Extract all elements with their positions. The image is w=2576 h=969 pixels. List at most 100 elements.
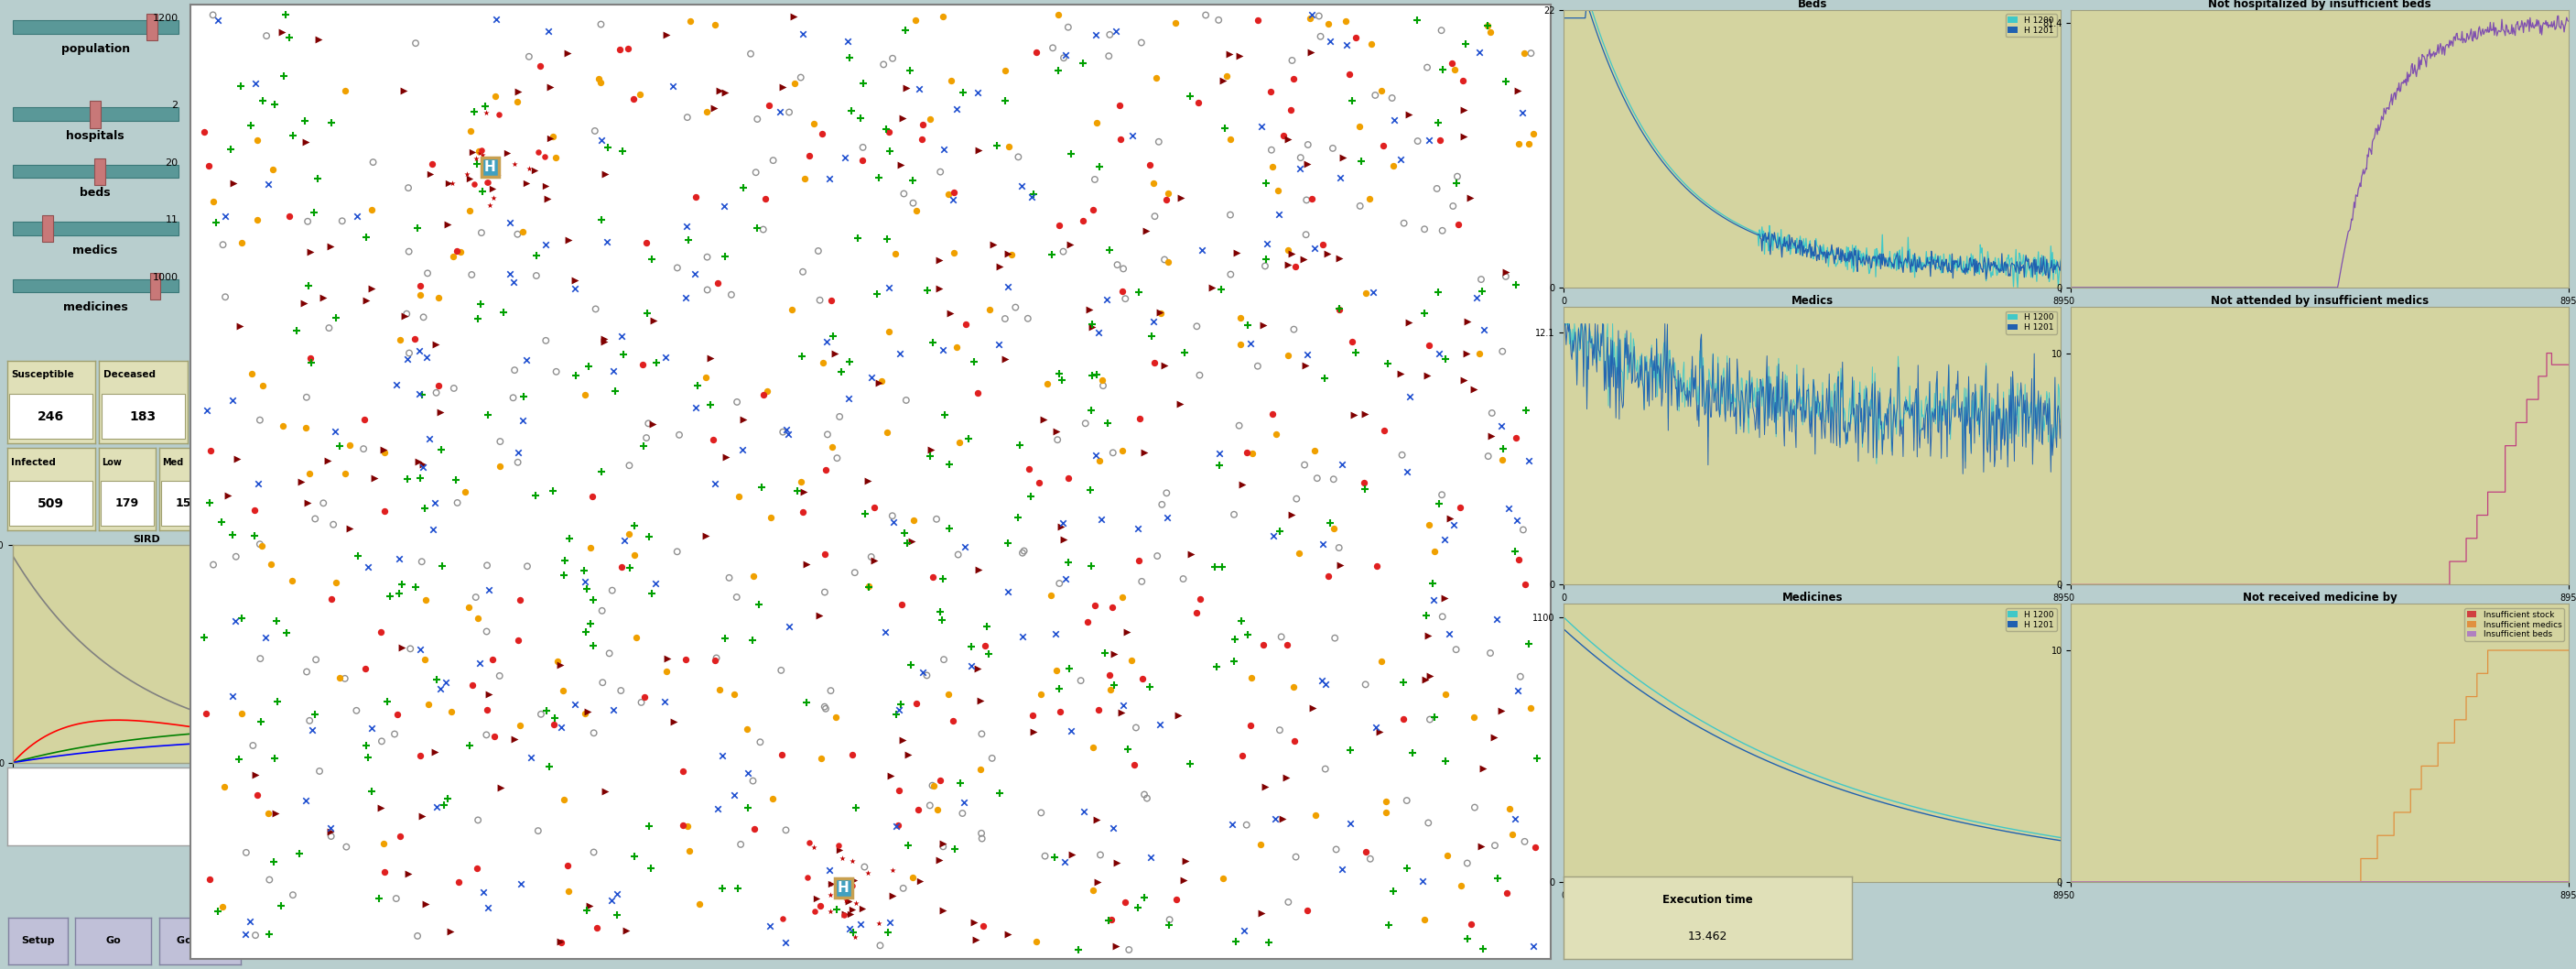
Point — [1414, 592, 1455, 608]
Point — [435, 243, 477, 259]
Point — [1123, 445, 1164, 460]
Point — [938, 547, 979, 562]
Point — [1103, 698, 1144, 713]
Point — [1159, 396, 1200, 412]
Point — [1077, 703, 1118, 718]
Point — [1108, 942, 1149, 957]
Point — [325, 839, 366, 855]
Point — [245, 28, 286, 44]
Text: H: H — [484, 160, 495, 174]
Point — [237, 212, 278, 228]
Point — [922, 141, 963, 157]
Point — [850, 370, 891, 386]
Point — [881, 157, 922, 172]
Point — [1502, 522, 1543, 538]
Point — [1419, 132, 1461, 147]
Point — [1079, 511, 1121, 526]
Point — [497, 83, 538, 99]
Point — [1007, 311, 1048, 327]
Point — [608, 457, 649, 473]
Point — [958, 661, 999, 676]
Point — [1461, 283, 1502, 298]
Point — [1257, 182, 1298, 198]
Point — [477, 11, 518, 26]
Point — [430, 923, 471, 939]
Point — [1340, 118, 1381, 134]
Point — [760, 747, 801, 763]
Point — [425, 674, 466, 690]
Point — [958, 762, 999, 777]
Point — [670, 14, 711, 29]
Title: Medicines: Medicines — [1783, 592, 1842, 604]
Point — [848, 578, 889, 594]
Point — [696, 650, 737, 666]
Point — [1360, 83, 1401, 99]
Point — [884, 525, 925, 541]
Point — [1368, 356, 1409, 371]
Point — [461, 297, 502, 312]
Point — [1113, 128, 1154, 143]
Point — [662, 818, 703, 833]
Title: SIRD: SIRD — [134, 535, 160, 544]
Point — [412, 521, 453, 537]
Point — [793, 839, 835, 855]
Point — [878, 702, 920, 717]
Point — [345, 661, 386, 676]
Point — [1074, 27, 1115, 43]
Point — [827, 33, 868, 48]
Point — [744, 191, 786, 206]
Point — [783, 171, 824, 186]
Point — [1486, 74, 1528, 89]
Point — [204, 237, 245, 253]
Point — [224, 926, 265, 942]
Point — [574, 725, 616, 740]
Point — [871, 862, 912, 878]
Point — [428, 216, 469, 232]
Point — [1381, 152, 1422, 168]
Point — [886, 80, 927, 96]
Point — [873, 246, 914, 262]
Point — [1260, 722, 1301, 737]
Point — [822, 364, 863, 380]
Point — [917, 802, 958, 818]
Point — [528, 23, 569, 39]
Point — [245, 629, 286, 644]
Point — [814, 346, 855, 361]
Point — [1244, 175, 1285, 191]
Point — [951, 658, 992, 673]
Point — [1458, 346, 1499, 361]
Point — [726, 799, 768, 815]
Point — [1437, 169, 1479, 184]
Point — [240, 714, 281, 730]
Point — [848, 473, 889, 488]
Point — [531, 484, 572, 499]
Point — [1391, 745, 1432, 761]
Point — [1108, 741, 1149, 757]
Point — [781, 348, 822, 363]
Point — [677, 378, 719, 393]
Point — [415, 337, 456, 353]
Point — [822, 851, 863, 866]
Point — [1131, 850, 1172, 865]
Point — [1365, 804, 1406, 820]
Point — [1146, 185, 1188, 201]
Point — [799, 243, 840, 259]
Point — [1224, 922, 1265, 938]
Point — [608, 526, 649, 542]
Point — [1414, 709, 1455, 725]
Point — [907, 668, 948, 683]
Point — [574, 301, 616, 317]
Point — [1061, 212, 1103, 228]
Point — [1383, 674, 1425, 690]
Point — [515, 267, 556, 283]
Point — [1090, 242, 1131, 258]
Point — [389, 180, 430, 196]
Point — [459, 812, 500, 828]
Point — [487, 144, 528, 160]
Point — [765, 935, 806, 951]
Point — [379, 585, 420, 601]
Point — [451, 267, 492, 283]
Point — [1471, 645, 1512, 661]
Point — [286, 664, 327, 679]
Point — [922, 902, 963, 918]
